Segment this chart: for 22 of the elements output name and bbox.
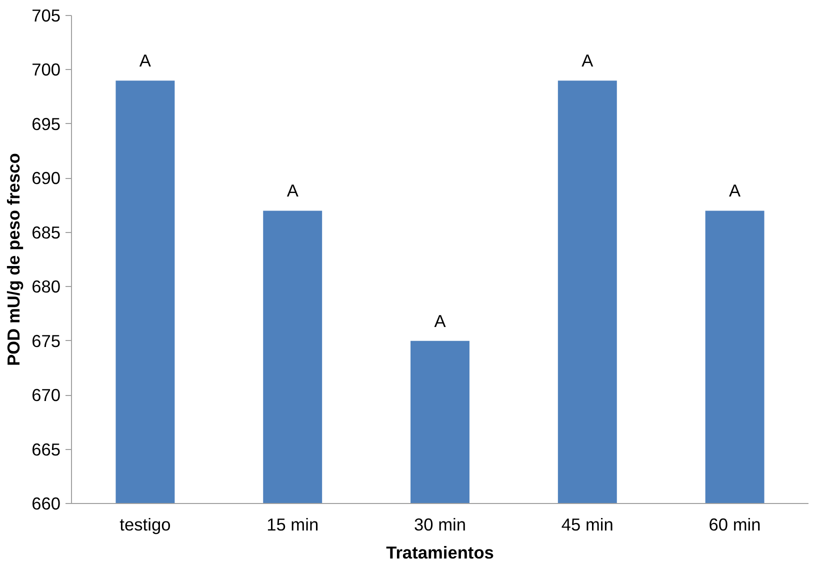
x-tick-label: 30 min: [414, 514, 466, 534]
y-tick-label: 700: [32, 60, 61, 80]
y-tick-label: 670: [32, 385, 61, 406]
annotation: A: [434, 310, 446, 331]
annotation: A: [729, 180, 742, 201]
y-axis-title: POD mU/g de peso fresco: [4, 153, 24, 366]
y-tick-label: 695: [32, 114, 61, 134]
x-tick-label: 60 min: [708, 514, 761, 534]
x-tick-label: 45 min: [561, 514, 614, 534]
y-tick-label: 665: [32, 439, 61, 460]
y-tick-label: 660: [32, 494, 61, 514]
y-tick-label: 705: [32, 6, 61, 26]
annotation: A: [286, 180, 299, 201]
x-axis-title: Tratamientos: [386, 542, 494, 562]
y-tick-label: 685: [32, 222, 61, 242]
x-tick-label: 15 min: [266, 514, 319, 534]
y-tick-label: 675: [32, 330, 61, 351]
y-tick-label: 690: [32, 168, 61, 188]
y-tick-label: 680: [32, 276, 61, 297]
annotation: A: [139, 50, 152, 71]
annotation: A: [582, 50, 594, 71]
x-tick-label: testigo: [120, 514, 171, 534]
